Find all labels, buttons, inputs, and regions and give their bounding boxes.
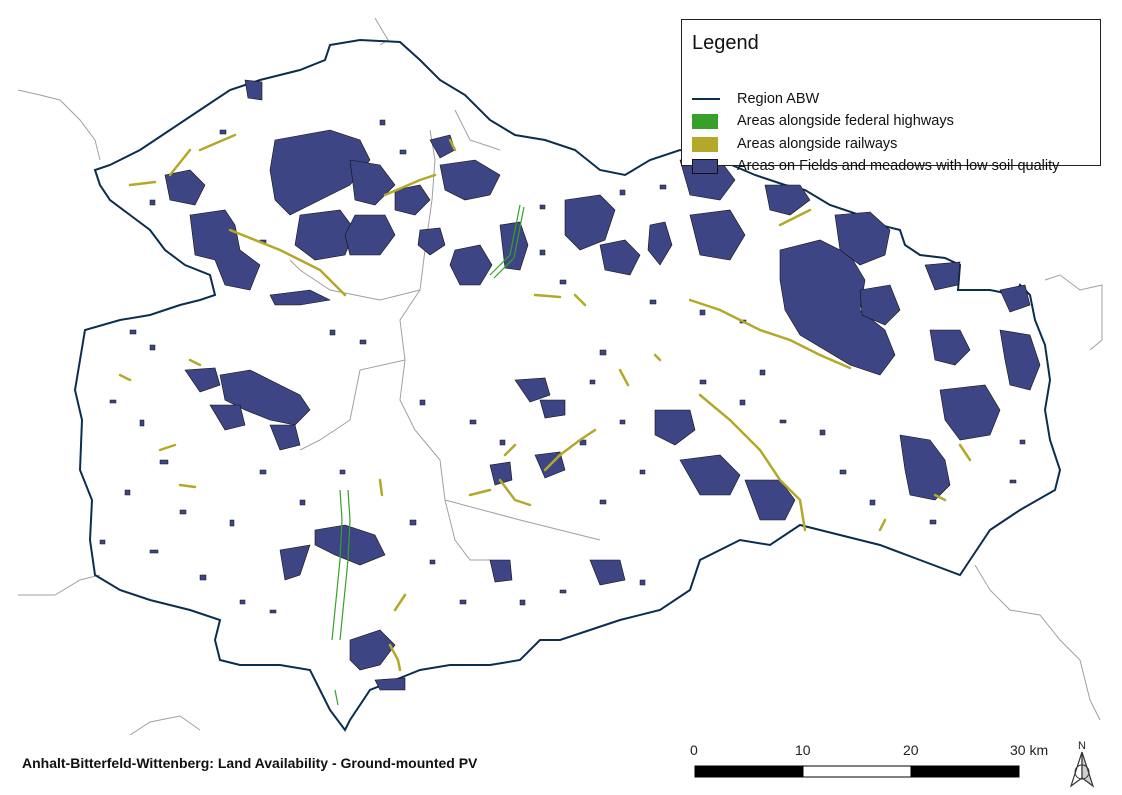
legend-label-region-abw: Region ABW xyxy=(737,91,820,107)
scale-segment-3 xyxy=(910,765,1020,778)
border-inner-4 xyxy=(444,499,601,541)
scale-tick-30: 30 km xyxy=(1010,742,1049,758)
scale-tick-0: 0 xyxy=(690,742,698,758)
border-inner-1 xyxy=(399,129,490,561)
neighbor-borders xyxy=(17,17,1103,736)
legend-swatch-fields xyxy=(692,158,718,174)
legend-item-railways: Areas alongside railways xyxy=(692,135,897,153)
areas-railways xyxy=(118,133,972,672)
legend-label-railways: Areas alongside railways xyxy=(737,136,898,152)
legend-swatch-region-line xyxy=(692,98,720,100)
legend-item-federal-highways: Areas alongside federal highways xyxy=(692,112,954,130)
legend-label-federal-highways: Areas alongside federal highways xyxy=(737,113,954,129)
scale-segment-2 xyxy=(802,765,912,778)
scale-tick-20: 20 xyxy=(903,742,919,758)
areas-federal-highways xyxy=(331,204,525,706)
areas-fields-small-patches xyxy=(99,119,1026,614)
border-inner-2 xyxy=(289,259,421,301)
legend-label-fields-meadows: Areas on Fields and meadows with low soi… xyxy=(737,158,1060,174)
scale-bar xyxy=(694,765,1020,778)
border-north xyxy=(374,17,389,46)
scale-segment-1 xyxy=(694,765,804,778)
legend-swatch-railways xyxy=(692,136,718,152)
border-inner-5 xyxy=(454,109,501,151)
legend-item-region-abw: Region ABW xyxy=(692,90,819,108)
north-arrow: N xyxy=(1062,738,1102,790)
border-nw xyxy=(17,89,101,161)
scale-tick-10: 10 xyxy=(795,742,811,758)
border-east xyxy=(1044,274,1103,351)
north-arrow-label: N xyxy=(1078,740,1086,752)
border-se xyxy=(974,564,1101,721)
legend-panel: Legend Region ABW Areas alongside federa… xyxy=(681,19,1101,174)
map-title: Anhalt-Bitterfeld-Wittenberg: Land Avail… xyxy=(22,755,478,771)
border-west xyxy=(18,574,101,596)
border-inner-3 xyxy=(299,359,406,451)
legend-item-fields-meadows: Areas on Fields and meadows with low soi… xyxy=(692,157,1059,175)
region-abw-outline xyxy=(73,38,1062,732)
legend-title: Legend xyxy=(692,32,759,54)
legend-swatch-highways xyxy=(692,113,718,129)
north-arrow-icon: N xyxy=(1069,740,1095,788)
border-sw xyxy=(129,715,201,736)
